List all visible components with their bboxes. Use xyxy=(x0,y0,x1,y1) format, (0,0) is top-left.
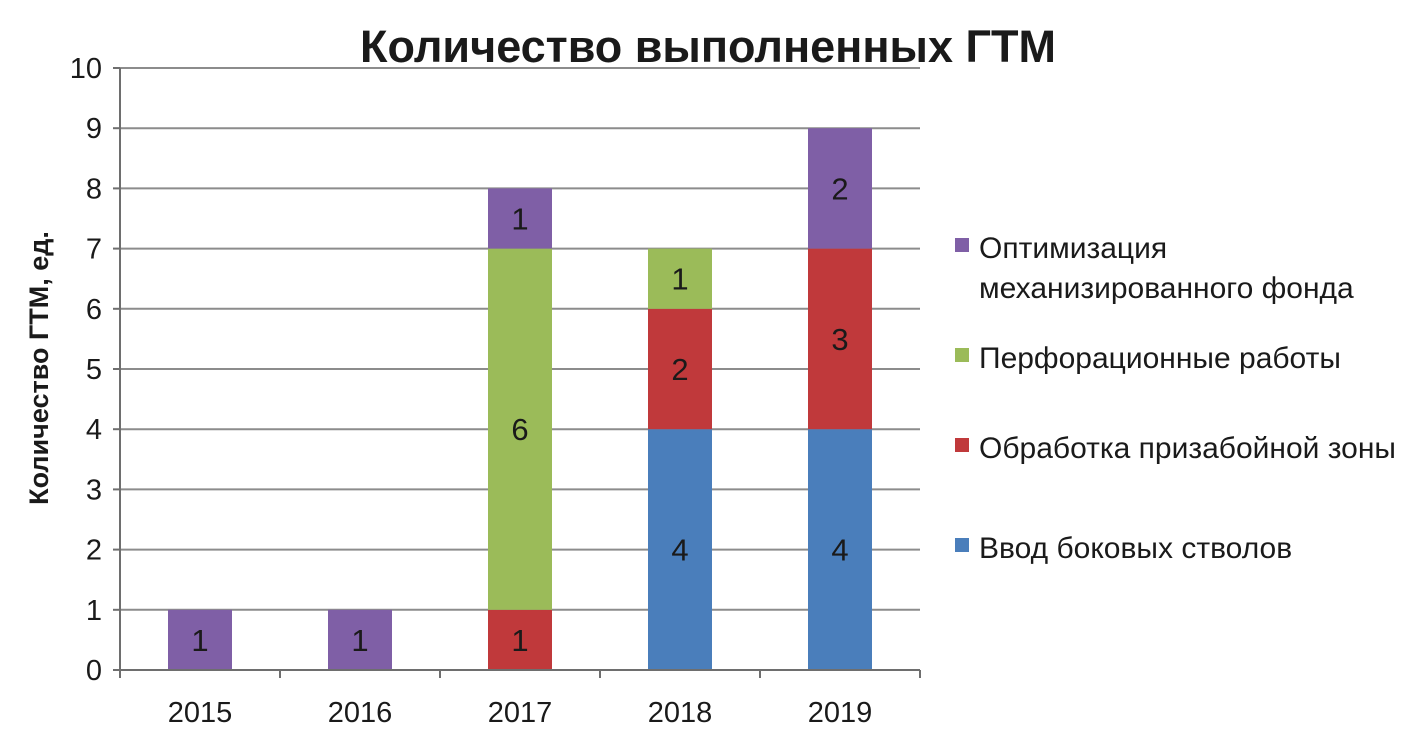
data-label: 3 xyxy=(831,322,848,357)
bar-segment xyxy=(648,429,712,670)
data-label: 1 xyxy=(351,623,368,658)
bar-segment xyxy=(328,609,392,670)
bar-segment xyxy=(488,609,552,670)
legend-label: Перфорационные работы xyxy=(979,342,1341,375)
legend-swatch xyxy=(955,438,969,452)
y-tick-label: 2 xyxy=(86,535,102,567)
legend-label: Ввод боковых стволов xyxy=(979,532,1292,565)
y-tick-label: 9 xyxy=(86,113,102,145)
y-tick-label: 5 xyxy=(86,354,102,386)
data-label: 2 xyxy=(831,171,848,206)
axes: 0 1 2 3 4 5 6 7 8 9 10 2015 2016 2017 2018 2019 xyxy=(70,53,921,729)
bar-segment xyxy=(488,248,552,610)
x-tick-label: 2018 xyxy=(648,697,713,729)
y-axis-label: Количество ГТМ, ед. xyxy=(24,231,54,505)
bar-segment xyxy=(168,609,232,670)
chart-title: Количество выполненных ГТМ xyxy=(360,21,1056,72)
bar-segment xyxy=(808,429,872,670)
x-tick-label: 2019 xyxy=(808,697,873,729)
y-tick-label: 7 xyxy=(86,234,102,266)
y-tick-label: 8 xyxy=(86,173,102,205)
data-label: 1 xyxy=(511,202,528,237)
data-label: 2 xyxy=(671,352,688,387)
x-tick-label: 2016 xyxy=(328,697,393,729)
y-tick-label: 0 xyxy=(86,655,102,687)
data-label: 6 xyxy=(511,412,528,447)
bar-segment xyxy=(808,128,872,249)
data-label: 1 xyxy=(511,623,528,658)
bar-segment xyxy=(488,188,552,249)
y-tick-label: 3 xyxy=(86,474,102,506)
y-tick-label: 10 xyxy=(70,53,102,85)
y-tick-label: 4 xyxy=(86,414,102,446)
y-tick-label: 6 xyxy=(86,294,102,326)
legend-swatch xyxy=(955,238,969,252)
legend-label: Оптимизация xyxy=(979,232,1167,265)
x-tick-label: 2015 xyxy=(168,697,233,729)
data-label: 1 xyxy=(191,623,208,658)
bar-segment xyxy=(808,248,872,430)
data-label: 1 xyxy=(671,262,688,297)
legend-label: механизированного фонда xyxy=(979,272,1354,305)
y-tick-label: 1 xyxy=(86,595,102,627)
x-tick-label: 2017 xyxy=(488,697,553,729)
legend: Оптимизация механизированного фонда Перфор… xyxy=(955,232,1396,565)
legend-swatch xyxy=(955,538,969,552)
data-label: 4 xyxy=(831,533,848,568)
bar-segment xyxy=(648,248,712,309)
legend-label: Обработка призабойной зоны xyxy=(979,432,1396,465)
data-label: 4 xyxy=(671,533,688,568)
bar-segment xyxy=(648,308,712,430)
legend-swatch xyxy=(955,348,969,362)
